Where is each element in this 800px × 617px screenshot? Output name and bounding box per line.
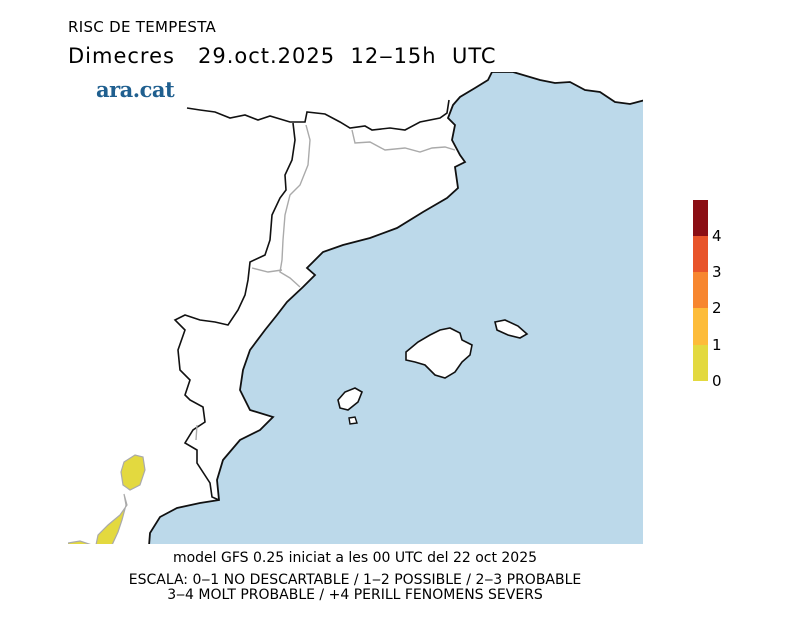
risk-area-0-1: [95, 493, 128, 544]
formentera-island: [348, 416, 358, 425]
risk-area-0-1: [120, 454, 146, 491]
colorbar-label: 0: [712, 372, 722, 390]
sea-area: [148, 72, 643, 544]
mallorca-island: [405, 327, 473, 379]
colorbar-segment-4plus: [693, 200, 708, 236]
ibiza-island: [337, 387, 364, 411]
colorbar-label: 4: [712, 227, 722, 245]
region-border: [173, 122, 296, 501]
country-border: [186, 99, 450, 131]
colorbar-label: 3: [712, 263, 722, 281]
colorbar-segment-0-1: [693, 345, 708, 381]
menorca-island: [494, 319, 529, 339]
scale-legend-line1: ESCALA: 0‒1 NO DESCARTABLE / 1‒2 POSSIBL…: [128, 572, 582, 588]
colorbar-segment-1-2: [693, 308, 708, 345]
risk-area-0-1: [68, 540, 91, 544]
colorbar-label: 2: [712, 299, 722, 317]
map-title: RISC DE TEMPESTA: [68, 18, 217, 36]
ara-cat-logo: ara.cat: [96, 77, 175, 102]
province-border: [195, 124, 456, 441]
colorbar-segment-3-4: [693, 236, 708, 272]
model-info: model GFS 0.25 iniciat a les 00 UTC del …: [172, 550, 538, 566]
colorbar-label: 1: [712, 336, 722, 354]
map-date-time: Dimecres 29.oct.2025 12‒15h UTC: [68, 44, 497, 68]
colorbar-segment-2-3: [693, 272, 708, 308]
scale-legend-line2: 3‒4 MOLT PROBABLE / +4 PERILL FENOMENS S…: [167, 587, 543, 603]
